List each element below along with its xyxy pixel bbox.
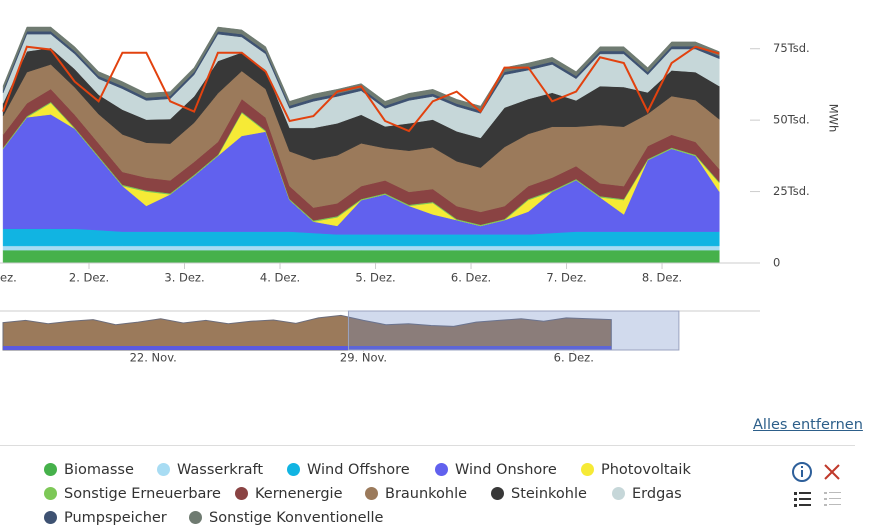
x-tick-label: 3. Dez. xyxy=(164,271,204,285)
legend-label: Wasserkraft xyxy=(177,462,264,478)
area xyxy=(2,245,720,251)
y-axis-label: MWh xyxy=(827,104,841,133)
x-tick-label: 8. Dez. xyxy=(642,271,682,285)
legend-item[interactable]: Sonstige Konventionelle xyxy=(189,509,383,527)
legend-item[interactable]: Erdgas xyxy=(612,485,682,503)
navigator-tick-label: 29. Nov. xyxy=(340,351,387,365)
legend-label: Sonstige Konventionelle xyxy=(209,510,384,526)
legend-swatch xyxy=(44,463,57,476)
legend-item[interactable]: Wind Offshore xyxy=(287,461,410,479)
legend-item[interactable]: Biomasse xyxy=(44,461,134,479)
legend-item[interactable]: Sonstige Erneuerbare xyxy=(44,485,221,503)
x-tick-label: 4. Dez. xyxy=(260,271,300,285)
legend-label: Wind Offshore xyxy=(307,462,410,478)
y-tick-label: 75Tsd. xyxy=(773,41,810,55)
x-tick-label: 2. Dez. xyxy=(69,271,109,285)
navigator-selection xyxy=(347,310,680,351)
legend-swatch xyxy=(435,463,448,476)
legend-item[interactable]: Photovoltaik xyxy=(581,461,691,479)
x-tick-label: 6. Dez. xyxy=(451,271,491,285)
chart: MWh 0 25Tsd. 50Tsd. 75Tsd. ez. 2. Dez. 3. Dez.… xyxy=(0,26,841,365)
legend-label: Sonstige Erneuerbare xyxy=(64,486,221,502)
y-tick-label: 0 xyxy=(773,256,780,270)
legend-swatch xyxy=(287,463,300,476)
x-tick-label: 5. Dez. xyxy=(355,271,395,285)
x-tick-label: 7. Dez. xyxy=(546,271,586,285)
legend-label: Erdgas xyxy=(632,486,682,502)
legend-label: Biomasse xyxy=(64,462,134,478)
legend-item[interactable]: Pumpspeicher xyxy=(44,509,167,527)
area xyxy=(2,26,720,111)
navigator-base xyxy=(3,346,612,350)
legend-label: Braunkohle xyxy=(385,486,468,502)
legend-item[interactable]: Wind Onshore xyxy=(435,461,557,479)
legend-swatch xyxy=(157,463,170,476)
legend-swatch xyxy=(581,463,594,476)
legend-item[interactable]: Braunkohle xyxy=(365,485,467,503)
y-tick-label: 25Tsd. xyxy=(773,184,810,198)
close-icon[interactable] xyxy=(824,464,840,480)
legend-label: Photovoltaik xyxy=(601,462,691,478)
navigator-tick-label: 6. Dez. xyxy=(554,351,594,365)
x-tick-label: ez. xyxy=(0,271,17,285)
legend-swatch xyxy=(189,511,202,524)
legend-swatch xyxy=(365,487,378,500)
separator xyxy=(0,445,855,446)
navigator-tick-label: 22. Nov. xyxy=(130,351,177,365)
legend-swatch xyxy=(612,487,625,500)
clear-link[interactable]: Alles entfernen xyxy=(753,417,863,433)
legend-label: Pumpspeicher xyxy=(64,510,167,526)
legend-swatch xyxy=(44,511,57,524)
legend-label: Steinkohle xyxy=(511,486,587,502)
line xyxy=(2,45,720,133)
legend-swatch xyxy=(44,487,57,500)
legend-label: Wind Onshore xyxy=(455,462,557,478)
legend-item[interactable]: Wasserkraft xyxy=(157,461,263,479)
legend-swatch xyxy=(235,487,248,500)
y-tick-label: 50Tsd. xyxy=(773,113,810,127)
list-icon-light[interactable] xyxy=(824,492,841,506)
legend-item[interactable]: Steinkohle xyxy=(491,485,587,503)
list-icon[interactable] xyxy=(794,492,811,507)
navigator-area xyxy=(2,314,612,351)
area xyxy=(2,249,720,264)
legend-swatch xyxy=(491,487,504,500)
legend-item[interactable]: Kernenergie xyxy=(235,485,343,503)
legend-label: Kernenergie xyxy=(255,486,343,502)
info-icon[interactable] xyxy=(792,462,812,482)
